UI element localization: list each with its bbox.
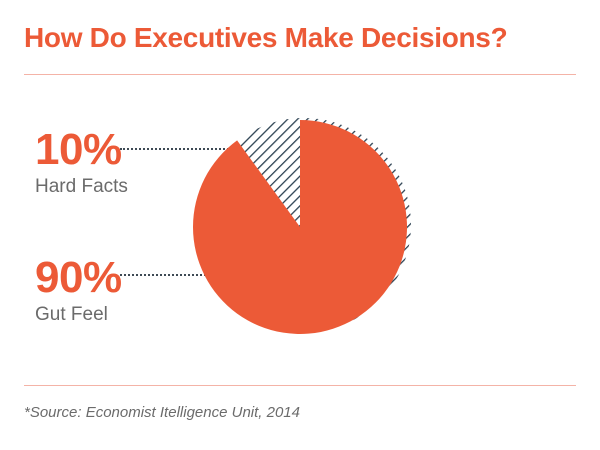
- source-note: *Source: Economist Itelligence Unit, 201…: [24, 404, 300, 421]
- chart-title: How Do Executives Make Decisions?: [24, 22, 508, 53]
- hard-facts-label-group: 10% Hard Facts: [35, 127, 128, 199]
- pie-slice-gut-feel: [193, 120, 407, 334]
- hard-facts-percent: 10%: [35, 125, 122, 174]
- gut-feel-label: Gut Feel: [35, 304, 108, 325]
- gut-feel-leader-line: [120, 274, 262, 276]
- gut-feel-percent: 90%: [35, 253, 122, 302]
- gut-feel-label-group: 90% Gut Feel: [35, 255, 122, 327]
- top-divider: [24, 74, 576, 75]
- bottom-divider: [24, 385, 576, 386]
- hard-facts-leader-line: [120, 148, 272, 150]
- pie-slice-hard-facts: [241, 118, 304, 225]
- hard-facts-label: Hard Facts: [35, 176, 128, 197]
